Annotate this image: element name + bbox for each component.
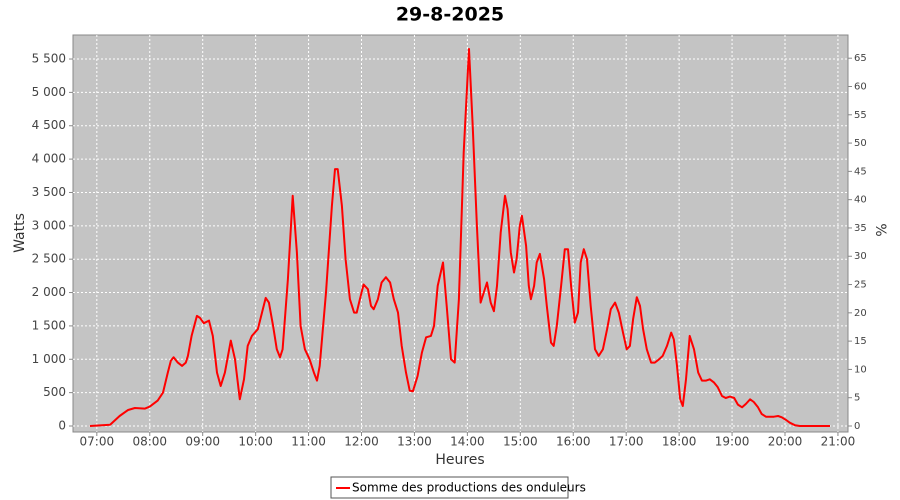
y2-tick-label: 30 <box>854 251 867 262</box>
y2-tick-label: 0 <box>854 421 860 432</box>
x-tick-label: 10:00 <box>238 435 273 449</box>
x-tick-label: 14:00 <box>450 435 485 449</box>
legend-label: Somme des productions des onduleurs <box>352 481 586 495</box>
y-axis-label: Watts <box>12 213 28 253</box>
y2-tick-label: 15 <box>854 336 867 347</box>
y-tick-label: 2 500 <box>32 252 66 266</box>
y2-tick-label: 25 <box>854 280 867 291</box>
y2-tick-label: 55 <box>854 110 867 121</box>
y-tick-label: 3 000 <box>32 218 66 232</box>
x-tick-label: 12:00 <box>344 435 379 449</box>
x-tick-label: 18:00 <box>662 435 697 449</box>
x-tick-label: 17:00 <box>609 435 644 449</box>
y-tick-label: 2 000 <box>32 285 66 299</box>
line-series <box>89 48 830 427</box>
y-tick-label: 4 000 <box>32 152 66 166</box>
y2-axis-label: % <box>872 223 888 236</box>
y-tick-label: 3 500 <box>32 185 66 199</box>
x-axis-label: Heures <box>435 452 484 468</box>
x-tick-label: 15:00 <box>503 435 538 449</box>
y2-tick-label: 10 <box>854 364 867 375</box>
y2-tick-label: 65 <box>854 53 867 64</box>
y2-tick-label: 20 <box>854 308 867 319</box>
y2-tick-label: 45 <box>854 166 867 177</box>
x-tick-label: 21:00 <box>821 435 856 449</box>
x-tick-label: 19:00 <box>715 435 750 449</box>
y2-tick-label: 40 <box>854 195 867 206</box>
x-tick-label: 13:00 <box>397 435 432 449</box>
chart-title: 29-8-2025 <box>396 4 504 26</box>
x-tick-label: 16:00 <box>556 435 591 449</box>
y-tick-label: 5 000 <box>32 85 66 99</box>
x-tick-label: 20:00 <box>768 435 803 449</box>
x-tick-label: 08:00 <box>132 435 167 449</box>
legend <box>330 476 569 499</box>
y-tick-label: 5 500 <box>32 52 66 66</box>
y2-tick-label: 35 <box>854 223 867 234</box>
y-tick-label: 500 <box>43 385 66 399</box>
x-tick-label: 11:00 <box>291 435 326 449</box>
y2-tick-label: 5 <box>854 393 860 404</box>
y2-tick-label: 50 <box>854 138 867 149</box>
y-tick-label: 4 500 <box>32 118 66 132</box>
x-tick-label: 09:00 <box>185 435 220 449</box>
y-tick-label: 1 500 <box>32 318 66 332</box>
x-tick-label: 07:00 <box>80 435 115 449</box>
y-tick-label: 0 <box>58 418 66 432</box>
y-tick-label: 1 000 <box>32 352 66 366</box>
y2-tick-label: 60 <box>854 81 867 92</box>
